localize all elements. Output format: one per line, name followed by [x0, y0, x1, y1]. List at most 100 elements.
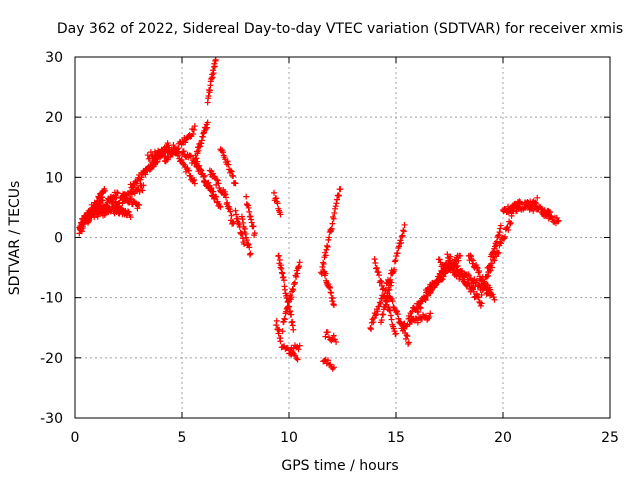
data-point: [322, 252, 329, 259]
y-tick-label: 30: [45, 50, 63, 66]
x-axis-label: GPS time / hours: [281, 458, 398, 474]
data-point: [493, 241, 500, 248]
data-point: [377, 300, 384, 307]
data-point: [428, 284, 435, 291]
data-point: [204, 119, 211, 126]
data-point: [216, 203, 223, 210]
data-point: [398, 233, 405, 240]
y-axis-label: SDTVAR / TECUs: [7, 181, 23, 296]
data-point: [247, 250, 254, 257]
data-point: [382, 301, 389, 308]
data-point: [380, 285, 387, 292]
data-point: [330, 215, 337, 222]
data-point: [228, 168, 235, 175]
data-point: [144, 152, 151, 159]
data-point: [483, 273, 490, 280]
data-point: [246, 244, 253, 251]
data-point: [330, 302, 337, 309]
data-point: [224, 158, 231, 165]
data-point: [114, 189, 121, 196]
data-point: [387, 307, 394, 314]
data-point: [288, 294, 295, 301]
data-point: [332, 203, 339, 210]
data-point: [505, 226, 512, 233]
data-point: [289, 349, 296, 356]
data-point: [422, 297, 429, 304]
data-point: [493, 238, 500, 245]
data-point: [79, 225, 86, 232]
data-point: [324, 357, 331, 364]
data-point: [399, 232, 406, 239]
x-axis-ticks: 0 5 10 15 20 25: [71, 57, 619, 446]
data-point: [323, 246, 330, 253]
data-point: [491, 257, 498, 264]
data-point: [327, 226, 334, 233]
data-point: [131, 190, 138, 197]
data-point: [187, 133, 194, 140]
data-point: [205, 179, 212, 186]
data-point: [148, 164, 155, 171]
data-point: [554, 218, 561, 225]
data-point: [380, 311, 387, 318]
data-point: [170, 142, 177, 149]
data-point: [240, 219, 247, 226]
data-point: [140, 182, 147, 189]
data-point: [320, 260, 327, 267]
data-point: [208, 185, 215, 192]
data-point: [370, 319, 377, 326]
data-point: [373, 311, 380, 318]
data-point: [333, 338, 340, 345]
data-point: [426, 313, 433, 320]
data-point: [332, 205, 339, 212]
data-point: [459, 268, 466, 275]
data-point: [206, 87, 213, 94]
plot-frame: [74, 56, 611, 419]
data-point: [392, 257, 399, 264]
data-point: [225, 161, 232, 168]
data-point: [248, 219, 255, 226]
data-point: [296, 259, 303, 266]
data-point: [219, 149, 226, 156]
data-point: [389, 269, 396, 276]
data-point: [92, 203, 99, 210]
data-point: [421, 296, 428, 303]
data-point: [490, 294, 497, 301]
data-point: [376, 272, 383, 279]
data-point: [507, 219, 514, 226]
data-point: [385, 287, 392, 294]
data-point: [273, 195, 280, 202]
data-point: [138, 174, 145, 181]
data-point: [109, 199, 116, 206]
data-point: [245, 204, 252, 211]
data-point: [276, 256, 283, 263]
data-point: [290, 326, 297, 333]
data-point: [475, 294, 482, 301]
data-point: [488, 260, 495, 267]
data-point: [291, 279, 298, 286]
x-tick-label: 25: [601, 430, 619, 446]
data-point: [232, 180, 239, 187]
data-point: [293, 355, 300, 362]
data-point: [99, 197, 106, 204]
data-point: [78, 228, 85, 235]
data-point: [534, 194, 541, 201]
data-point: [180, 148, 187, 155]
data-point: [400, 227, 407, 234]
data-point: [196, 162, 203, 169]
data-point: [470, 280, 477, 287]
data-point: [388, 279, 395, 286]
data-point: [279, 328, 286, 335]
data-point: [134, 205, 141, 212]
data-points: [76, 56, 562, 372]
data-point: [329, 220, 336, 227]
data-point: [294, 270, 301, 277]
data-point: [393, 330, 399, 337]
data-point: [481, 280, 488, 287]
data-point: [496, 229, 503, 236]
data-point: [524, 199, 531, 206]
data-point: [485, 272, 492, 279]
data-point: [293, 273, 300, 280]
data-point: [187, 152, 194, 159]
data-point: [473, 264, 480, 271]
